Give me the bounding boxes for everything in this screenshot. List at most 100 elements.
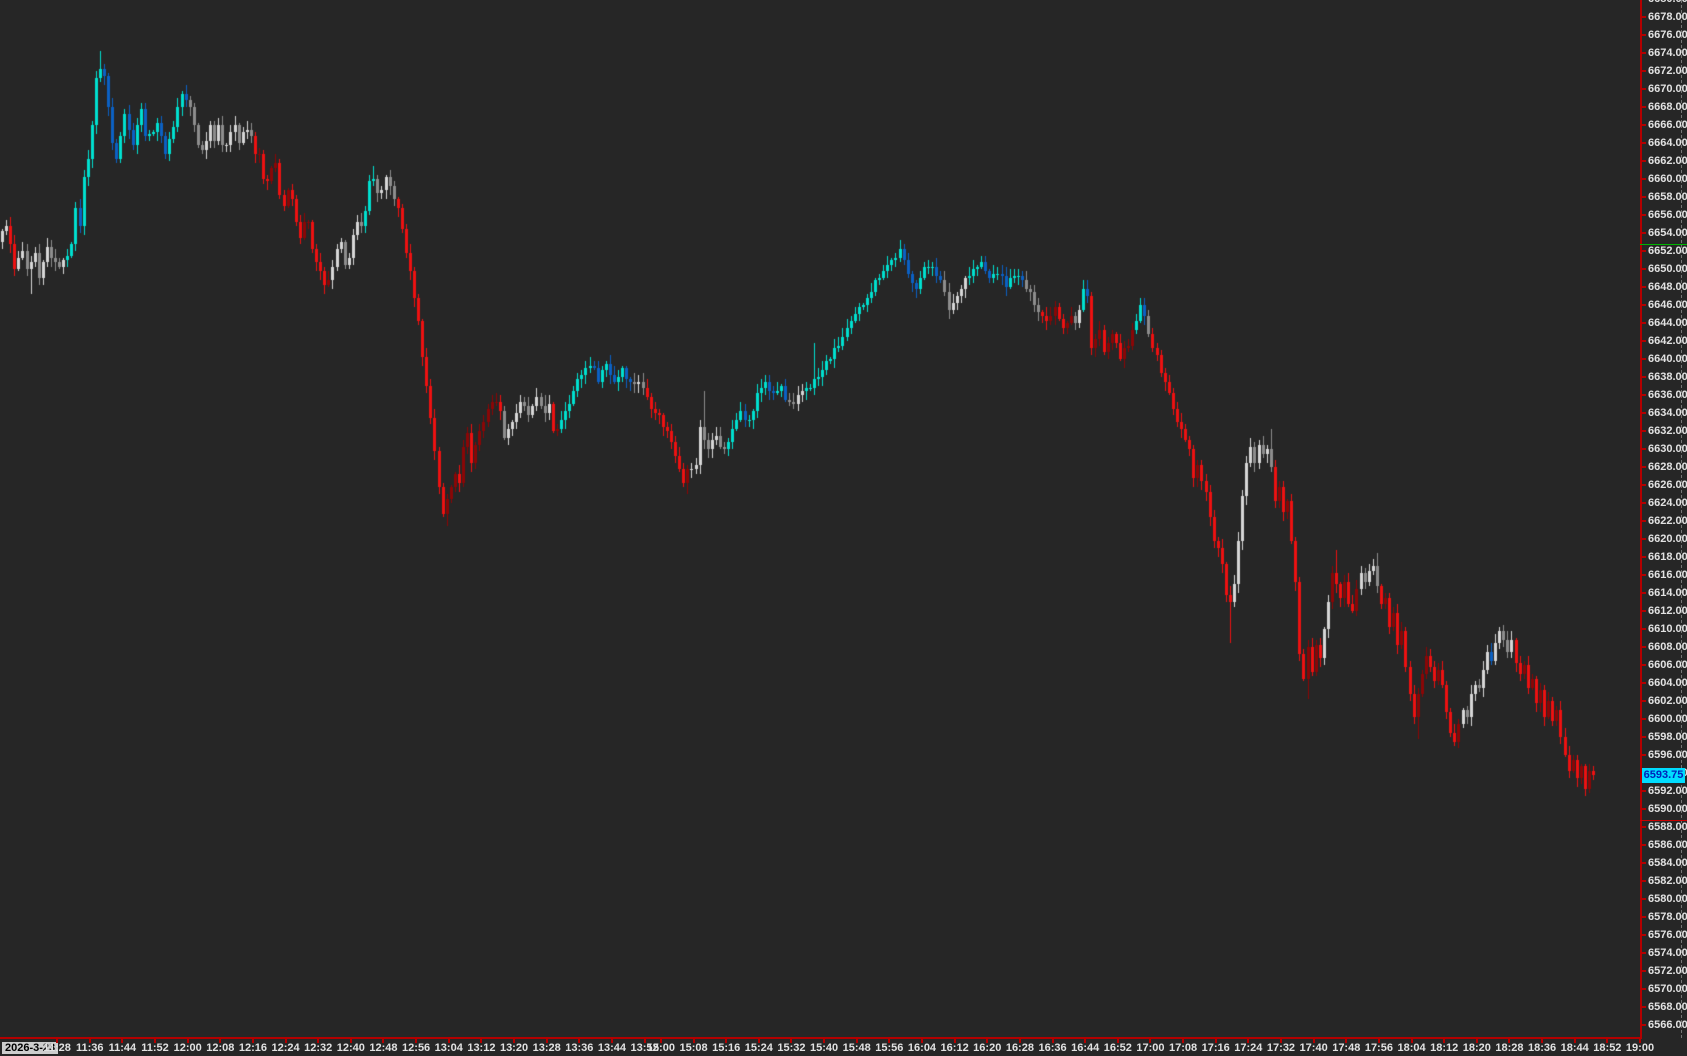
price-tick-label: 6632.00 bbox=[1648, 424, 1687, 437]
price-axis[interactable]: 6680.00 6678.00 6676.00 6674.00 6672.00 6670.… bbox=[1640, 0, 1687, 1038]
price-tick bbox=[1640, 988, 1646, 991]
time-tick bbox=[1051, 1039, 1054, 1043]
time-tick-label: 13:20 bbox=[499, 1042, 529, 1054]
price-tick-label: 6576.00 bbox=[1648, 928, 1687, 941]
time-tick-label: 18:44 bbox=[1560, 1042, 1589, 1054]
time-tick-label: 17:32 bbox=[1266, 1042, 1296, 1054]
time-tick-label: 13:36 bbox=[565, 1042, 594, 1054]
time-tick-label: 13:28 bbox=[532, 1042, 561, 1054]
time-tick bbox=[545, 1039, 548, 1043]
price-tick bbox=[1640, 664, 1646, 667]
price-tick bbox=[1640, 178, 1646, 181]
time-tick-label: 15:00 bbox=[646, 1042, 675, 1054]
time-tick bbox=[757, 1039, 760, 1043]
price-tick-label: 6622.00 bbox=[1648, 514, 1687, 527]
price-tick bbox=[1640, 394, 1646, 397]
price-tick bbox=[1640, 880, 1646, 883]
time-tick bbox=[1247, 1039, 1250, 1043]
time-axis[interactable]: 2026-3-23 11:28 11:36 11:44 11:52 12:00 12:08… bbox=[0, 1037, 1687, 1056]
price-tick-label: 6572.00 bbox=[1648, 964, 1687, 977]
price-tick bbox=[1640, 952, 1646, 955]
time-tick bbox=[1312, 1039, 1315, 1043]
time-tick-label: 17:40 bbox=[1299, 1042, 1328, 1054]
price-tick bbox=[1640, 502, 1646, 505]
time-tick bbox=[823, 1039, 826, 1043]
time-tick-label: 13:04 bbox=[434, 1042, 463, 1054]
price-tick-label: 6640.00 bbox=[1648, 352, 1687, 365]
time-tick bbox=[1508, 1039, 1511, 1043]
price-tick bbox=[1640, 754, 1646, 757]
time-tick-label: 17:48 bbox=[1332, 1042, 1361, 1054]
price-tick-label: 6624.00 bbox=[1648, 496, 1687, 509]
price-tick bbox=[1640, 16, 1646, 19]
time-tick bbox=[888, 1039, 891, 1043]
price-tick-label: 6608.00 bbox=[1648, 640, 1687, 653]
time-tick bbox=[219, 1039, 222, 1043]
price-tick bbox=[1640, 700, 1646, 703]
price-tick bbox=[1640, 142, 1646, 145]
time-tick-label: 15:32 bbox=[777, 1042, 806, 1054]
time-tick-label: 16:52 bbox=[1103, 1042, 1132, 1054]
time-tick-label: 18:36 bbox=[1528, 1042, 1557, 1054]
time-tick-label: 17:56 bbox=[1364, 1042, 1393, 1054]
candlestick-canvas[interactable] bbox=[0, 0, 1641, 1038]
price-tick bbox=[1640, 412, 1646, 415]
price-tick-label: 6670.00 bbox=[1648, 82, 1687, 95]
time-tick bbox=[1410, 1039, 1413, 1043]
price-tick-label: 6650.00 bbox=[1648, 262, 1687, 275]
price-tick bbox=[1640, 214, 1646, 217]
time-tick-label: 12:48 bbox=[369, 1042, 398, 1054]
price-tick-label: 6664.00 bbox=[1648, 136, 1687, 149]
time-tick-label: 15:16 bbox=[712, 1042, 741, 1054]
time-tick bbox=[1116, 1039, 1119, 1043]
price-tick bbox=[1640, 1006, 1646, 1009]
green-marker-line bbox=[1640, 244, 1687, 245]
time-tick bbox=[56, 1039, 59, 1043]
time-tick bbox=[480, 1039, 483, 1043]
time-tick-label: 18:12 bbox=[1430, 1042, 1459, 1054]
time-tick-label: 18:28 bbox=[1495, 1042, 1524, 1054]
price-tick bbox=[1640, 898, 1646, 901]
price-tick bbox=[1640, 88, 1646, 91]
price-tick-label: 6642.00 bbox=[1648, 334, 1687, 347]
time-tick bbox=[692, 1039, 695, 1043]
time-tick-label: 12:32 bbox=[304, 1042, 333, 1054]
price-tick-label: 6604.00 bbox=[1648, 676, 1687, 689]
price-tick-label: 6612.00 bbox=[1648, 604, 1687, 617]
time-tick-label: 12:24 bbox=[271, 1042, 300, 1054]
time-tick-label: 12:40 bbox=[336, 1042, 365, 1054]
price-tick-label: 6600.00 bbox=[1648, 712, 1687, 725]
time-tick bbox=[643, 1039, 646, 1043]
price-tick-label: 6596.00 bbox=[1648, 748, 1687, 761]
price-tick bbox=[1640, 628, 1646, 631]
price-tick-label: 6634.00 bbox=[1648, 406, 1687, 419]
price-tick bbox=[1640, 682, 1646, 685]
time-tick-label: 13:12 bbox=[467, 1042, 496, 1054]
price-tick bbox=[1640, 34, 1646, 37]
time-tick bbox=[578, 1039, 581, 1043]
time-tick bbox=[920, 1039, 923, 1043]
price-tick-label: 6618.00 bbox=[1648, 550, 1687, 563]
time-tick-label: 15:40 bbox=[810, 1042, 839, 1054]
price-tick-label: 6678.00 bbox=[1648, 10, 1687, 23]
time-tick-label: 16:20 bbox=[973, 1042, 1002, 1054]
time-tick bbox=[725, 1039, 728, 1043]
price-tick bbox=[1640, 340, 1646, 343]
price-tick bbox=[1640, 736, 1646, 739]
price-tick-label: 6662.00 bbox=[1648, 154, 1687, 167]
price-tick bbox=[1640, 1024, 1646, 1027]
price-tick-label: 6648.00 bbox=[1648, 280, 1687, 293]
time-axis-line bbox=[0, 1037, 1642, 1039]
price-tick-label: 6586.00 bbox=[1648, 838, 1687, 851]
price-tick bbox=[1640, 826, 1646, 829]
price-tick bbox=[1640, 790, 1646, 793]
time-tick bbox=[953, 1039, 956, 1043]
time-tick bbox=[186, 1039, 189, 1043]
time-tick bbox=[1639, 1039, 1641, 1043]
time-tick-label: 15:08 bbox=[679, 1042, 708, 1054]
time-tick bbox=[251, 1039, 254, 1043]
price-tick bbox=[1640, 430, 1646, 433]
time-tick bbox=[1573, 1039, 1576, 1043]
price-tick-label: 6652.00 bbox=[1648, 244, 1687, 257]
time-tick-label: 11:44 bbox=[108, 1042, 137, 1054]
